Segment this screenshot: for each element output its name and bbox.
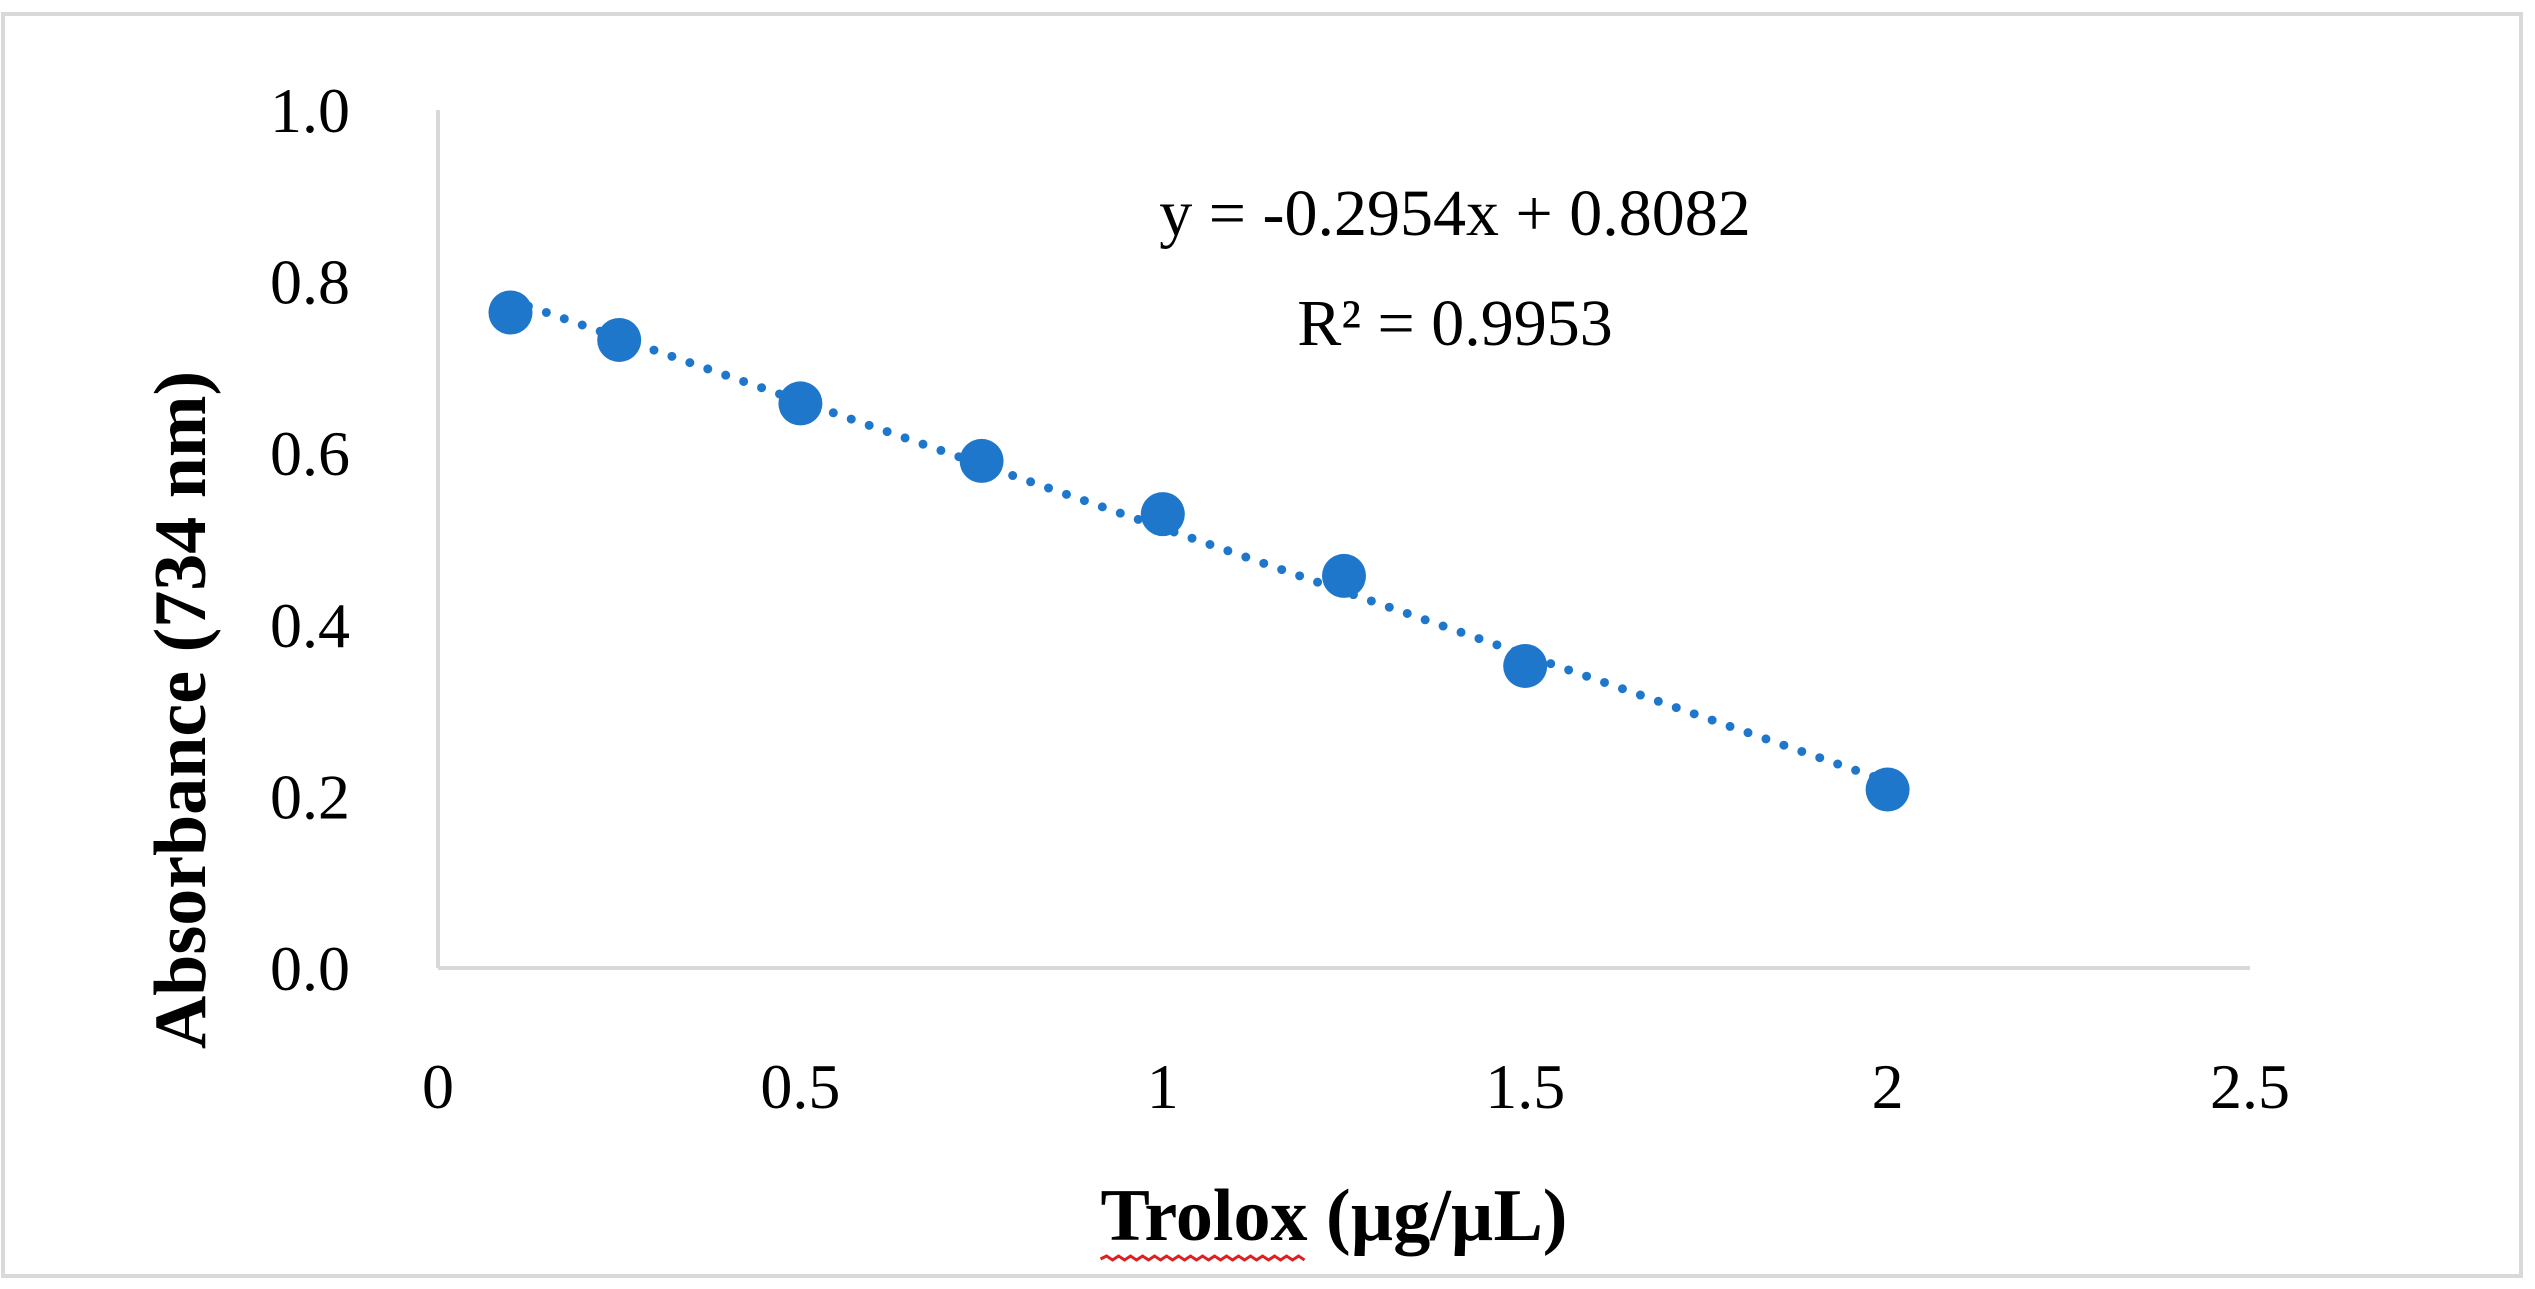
y-tick-label: 0.6 (270, 418, 350, 489)
data-point (778, 381, 823, 426)
x-tick-label: 0.5 (760, 1051, 840, 1122)
x-axis-title-main: Trolox (1101, 1175, 1308, 1257)
y-tick-label: 0.2 (270, 761, 350, 832)
data-point (597, 317, 642, 362)
data-point (488, 290, 533, 335)
y-tick-label: 0.4 (270, 590, 350, 661)
x-tick-label: 1 (1147, 1051, 1179, 1122)
x-tick-label: 0 (422, 1051, 454, 1122)
trendline (505, 295, 1893, 786)
y-tick-label: 1.0 (270, 75, 350, 146)
data-point (959, 438, 1004, 483)
y-tick-label: 0.0 (270, 933, 350, 1004)
data-point (1865, 767, 1910, 812)
r-squared: R² = 0.9953 (1297, 287, 1613, 360)
x-axis-title: Trolox (µg/µL) (1101, 1175, 1568, 1257)
data-point (1140, 492, 1185, 537)
data-point (1322, 553, 1366, 598)
data-points (488, 290, 1910, 812)
y-tick-labels: 0.0 0.2 0.4 0.6 0.8 1.0 (270, 75, 350, 1004)
x-tick-label: 1.5 (1485, 1051, 1565, 1122)
spellcheck-underline (1099, 1254, 1306, 1262)
chart-frame (1, 12, 2523, 1278)
x-tick-label: 2 (1872, 1051, 1904, 1122)
x-tick-label: 2.5 (2210, 1051, 2290, 1122)
data-point (1503, 643, 1548, 688)
trendline-equation: y = -0.2954x + 0.8082 (1159, 177, 1750, 250)
x-tick-labels: 0 0.5 1 1.5 2 2.5 (422, 1051, 2290, 1122)
y-axis-title: Absorbance (734 nm) (140, 371, 222, 1049)
x-axis-title-unit: (µg/µL) (1307, 1175, 1567, 1257)
y-tick-label: 0.8 (270, 247, 350, 318)
